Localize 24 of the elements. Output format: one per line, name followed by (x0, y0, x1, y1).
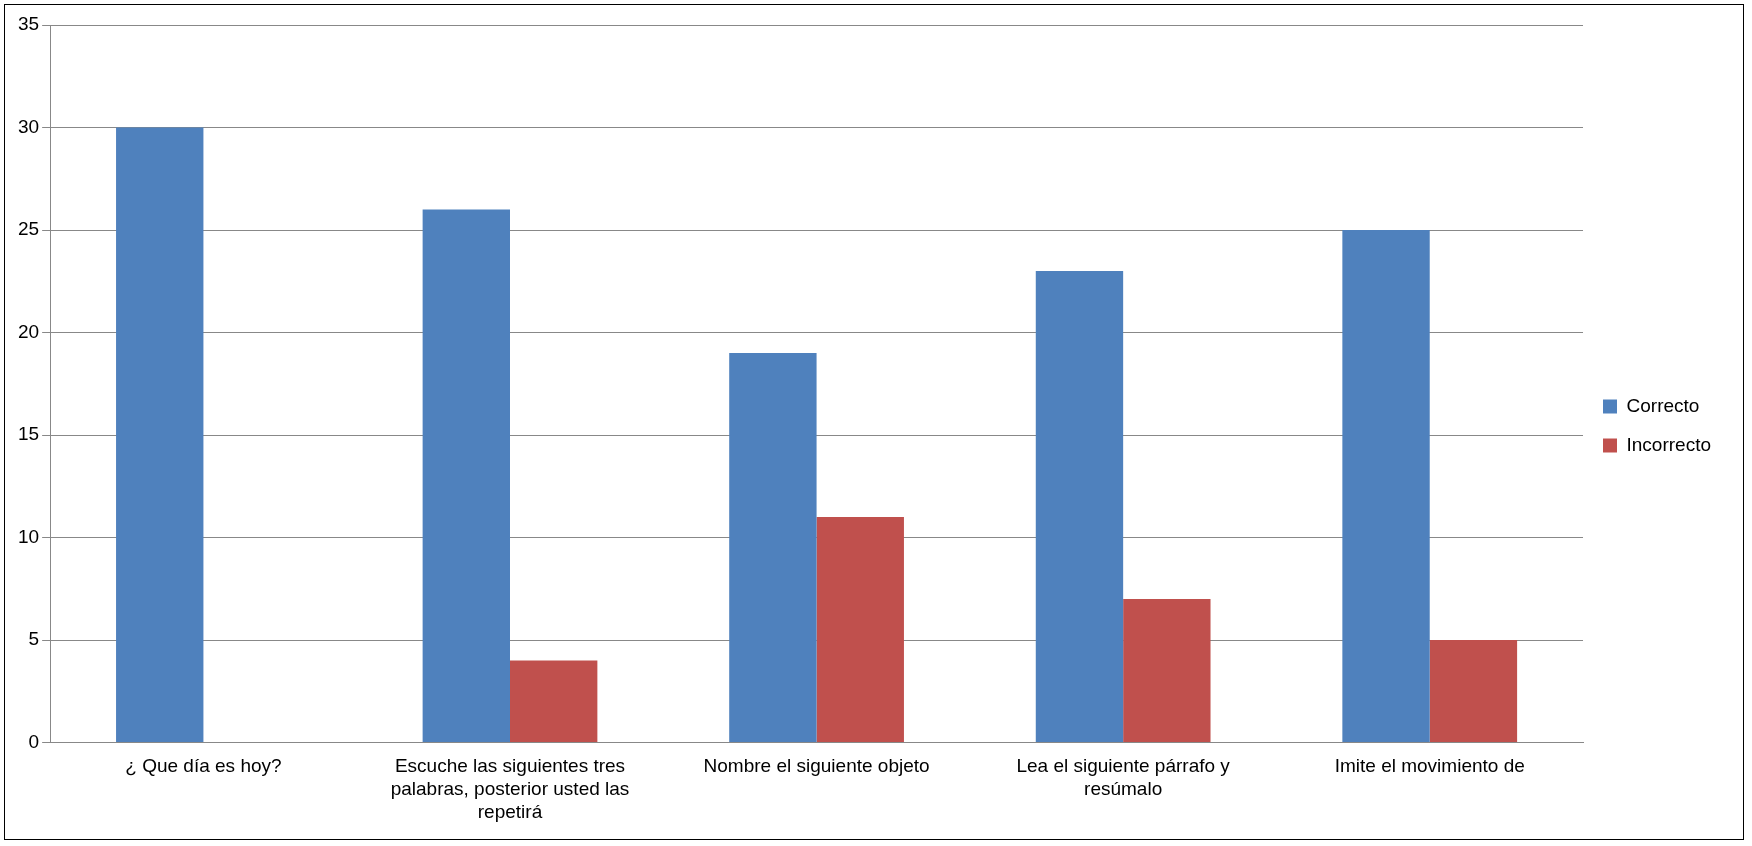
x-tick-label: ¿ Que día es hoy? (125, 755, 282, 777)
x-tick-label: Escuche las siguientes tres palabras, posterior usted las repetirá (390, 755, 630, 822)
bar (1035, 271, 1124, 743)
bar (1342, 230, 1430, 743)
x-tick-label: Nombre el siguiente objeto (703, 755, 930, 777)
bar (729, 353, 817, 743)
x-tick-label: Imite el movimiento de (1334, 755, 1525, 777)
y-tick-label: 20 (17, 320, 40, 342)
y-tick-label: 10 (17, 525, 40, 547)
bar (816, 517, 904, 743)
x-tick-label: Lea el siguiente párrafo y resúmalo (1016, 755, 1231, 800)
legend-label: Correcto (1626, 394, 1700, 416)
y-tick-label: 35 (17, 13, 40, 35)
bar (510, 660, 598, 743)
bar (1123, 599, 1211, 743)
y-tick-label: 0 (28, 730, 40, 752)
y-tick-label: 25 (17, 218, 40, 240)
bar (1429, 640, 1518, 743)
legend-label: Incorrecto (1626, 433, 1711, 455)
y-tick-label: 5 (28, 628, 40, 650)
y-tick-label: 30 (17, 115, 40, 137)
y-tick-label: 15 (17, 423, 40, 445)
bar (116, 127, 204, 743)
bar (422, 209, 510, 743)
